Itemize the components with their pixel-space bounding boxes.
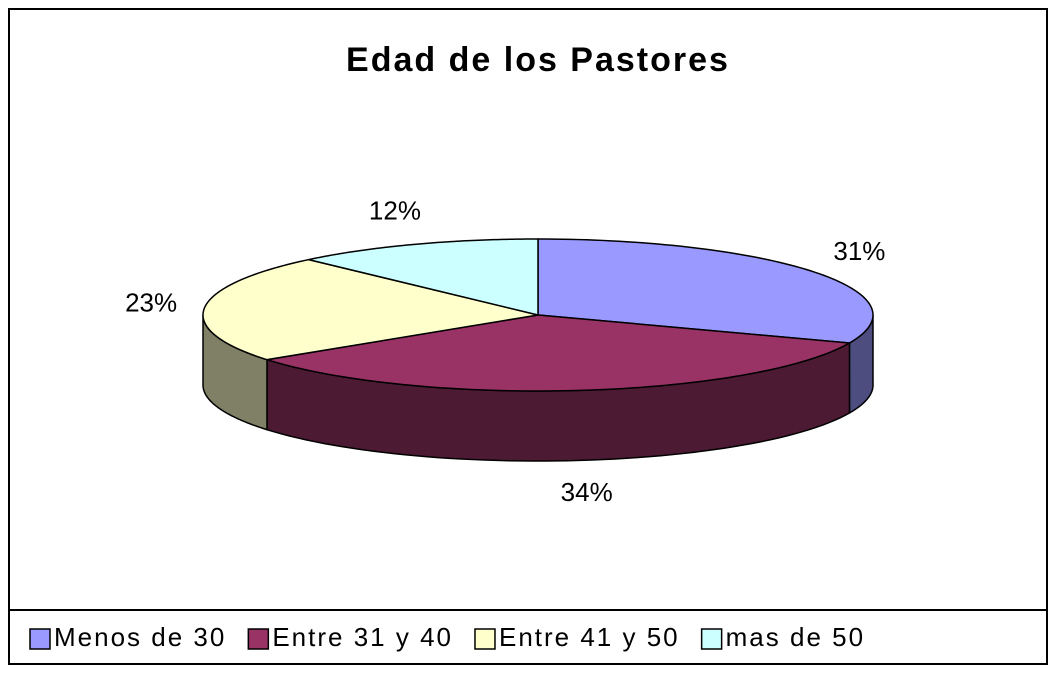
- chart-title: Edad de los Pastores: [346, 41, 730, 79]
- data-label: 23%: [125, 288, 177, 318]
- legend-swatch: [474, 628, 496, 650]
- legend-swatch: [247, 628, 270, 650]
- slice: [537, 238, 874, 344]
- legend-label: mas de 50: [726, 622, 865, 652]
- legend-label: Entre 41 y 50: [499, 622, 680, 652]
- legend-label: Entre 31 y 40: [272, 622, 453, 652]
- legend-swatch: [700, 628, 723, 650]
- legend-label: Menos de 30: [54, 622, 226, 652]
- data-label: 34%: [561, 477, 613, 507]
- data-label: 31%: [833, 236, 885, 266]
- legend-swatch: [29, 628, 51, 650]
- slice: [308, 238, 539, 316]
- data-label: 12%: [369, 195, 421, 225]
- slice: [266, 314, 852, 392]
- slice: [202, 258, 539, 361]
